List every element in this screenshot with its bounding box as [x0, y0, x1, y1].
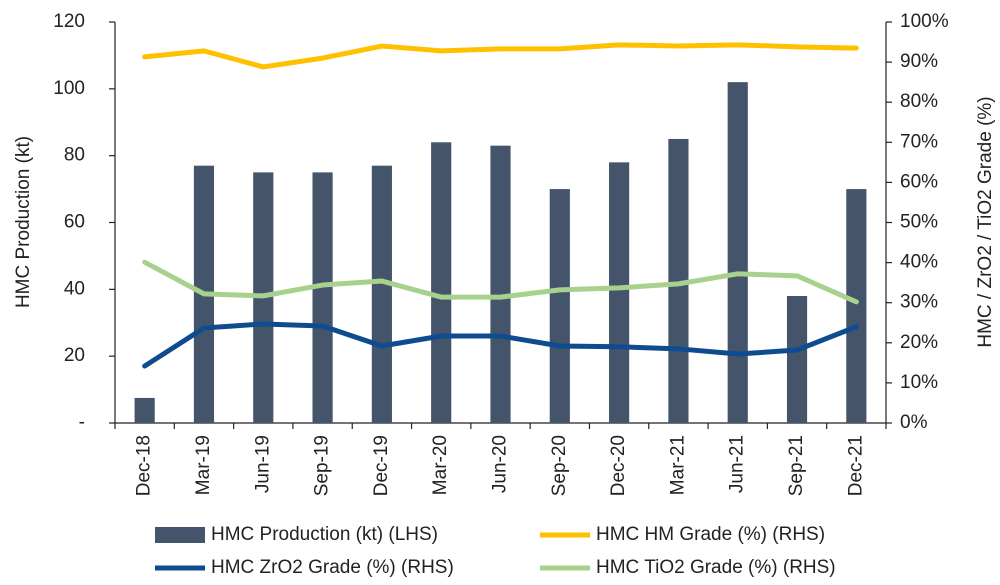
y2-tick-label: 10% [900, 372, 938, 393]
bar [786, 296, 808, 423]
x-tick-label: Dec-21 [845, 435, 866, 496]
x-tick-label: Sep-19 [312, 435, 333, 496]
x-tick-label: Dec-19 [371, 435, 392, 496]
bar [609, 162, 630, 423]
legend-swatch [155, 527, 205, 543]
y2-tick-label: 30% [900, 292, 938, 313]
bar [312, 172, 333, 423]
y2-tick-label: 0% [900, 412, 928, 433]
bar [846, 189, 867, 423]
legend-label: HMC HM Grade (%) (RHS) [596, 524, 825, 545]
y-tick-label: 60 [64, 212, 85, 233]
x-tick-label: Sep-21 [786, 435, 807, 496]
bar [549, 189, 570, 423]
y2-tick-label: 50% [900, 212, 938, 233]
x-tick-label: Mar-19 [193, 435, 214, 495]
x-tick-label: Dec-20 [608, 435, 629, 496]
x-tick-label: Jun-21 [727, 435, 748, 493]
legend-label: HMC Production (kt) (LHS) [211, 524, 438, 545]
y2-tick-label: 20% [900, 332, 938, 353]
y2-tick-label: 70% [900, 131, 938, 152]
x-tick-label: Mar-20 [430, 435, 451, 495]
y2-axis-label: HMC / ZrO2 / TiO2 Grade (%) [975, 96, 996, 347]
bar [371, 165, 392, 424]
x-tick-label: Dec-18 [134, 435, 155, 496]
y-tick-label: 120 [53, 11, 85, 32]
line [142, 259, 859, 305]
y2-tick-label: 80% [900, 91, 938, 112]
y2-tick-label: 90% [900, 51, 938, 72]
y-tick-label: - [79, 412, 85, 433]
bar [134, 397, 155, 423]
line [142, 321, 859, 369]
y-tick-label: 40 [64, 278, 85, 299]
line [142, 42, 859, 70]
bar [490, 145, 511, 423]
y2-tick-label: 100% [900, 11, 949, 32]
y-tick-label: 100 [53, 78, 85, 99]
bar [727, 82, 748, 424]
x-tick-label: Mar-21 [667, 435, 688, 495]
y2-tick-label: 60% [900, 171, 938, 192]
bar [668, 138, 689, 424]
y-axis-label: HMC Production (kt) [13, 136, 34, 308]
y2-tick-label: 40% [900, 252, 938, 273]
x-tick-label: Jun-20 [490, 435, 511, 493]
x-tick-label: Sep-20 [549, 435, 570, 496]
legend-label: HMC ZrO2 Grade (%) (RHS) [211, 557, 454, 578]
y-tick-label: 20 [64, 345, 85, 366]
y-tick-label: 80 [64, 145, 85, 166]
x-tick-label: Jun-19 [252, 435, 273, 493]
legend-label: HMC TiO2 Grade (%) (RHS) [596, 557, 836, 578]
bar [431, 142, 452, 424]
